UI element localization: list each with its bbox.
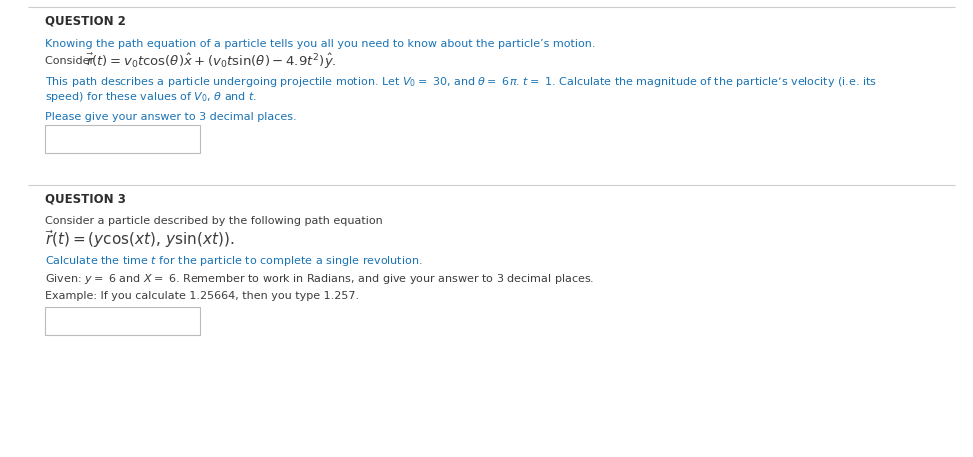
Text: Calculate the time $t$ for the particle to complete a single revolution.: Calculate the time $t$ for the particle … [45,254,422,268]
Text: Knowing the path equation of a particle tells you all you need to know about the: Knowing the path equation of a particle … [45,39,595,49]
Text: Consider: Consider [45,56,97,66]
Text: QUESTION 3: QUESTION 3 [45,192,126,206]
Text: This path describes a particle undergoing projectile motion. Let $V_0 =$ 30, and: This path describes a particle undergoin… [45,75,877,89]
Text: Example: If you calculate 1.25664, then you type 1.257.: Example: If you calculate 1.25664, then … [45,291,359,301]
Text: Given: $y =$ 6 and $X =$ 6. Remember to work in Radians, and give your answer to: Given: $y =$ 6 and $X =$ 6. Remember to … [45,272,595,286]
Text: speed) for these values of $V_0$, $\theta$ and $t$.: speed) for these values of $V_0$, $\thet… [45,90,257,104]
FancyBboxPatch shape [45,307,200,335]
Text: QUESTION 2: QUESTION 2 [45,15,126,27]
Text: Please give your answer to 3 decimal places.: Please give your answer to 3 decimal pla… [45,112,297,122]
FancyBboxPatch shape [45,125,200,153]
Text: Consider a particle described by the following path equation: Consider a particle described by the fol… [45,216,382,226]
Text: $\vec{r}(t) = (y\mathrm{cos}(xt),\, y\mathrm{sin}(xt))$.: $\vec{r}(t) = (y\mathrm{cos}(xt),\, y\ma… [45,228,234,250]
Text: $\vec{r}(t) = v_0 t\mathrm{cos}(\theta)\hat{x} + (v_0 t\mathrm{sin}(\theta) - 4.: $\vec{r}(t) = v_0 t\mathrm{cos}(\theta)\… [86,51,337,71]
